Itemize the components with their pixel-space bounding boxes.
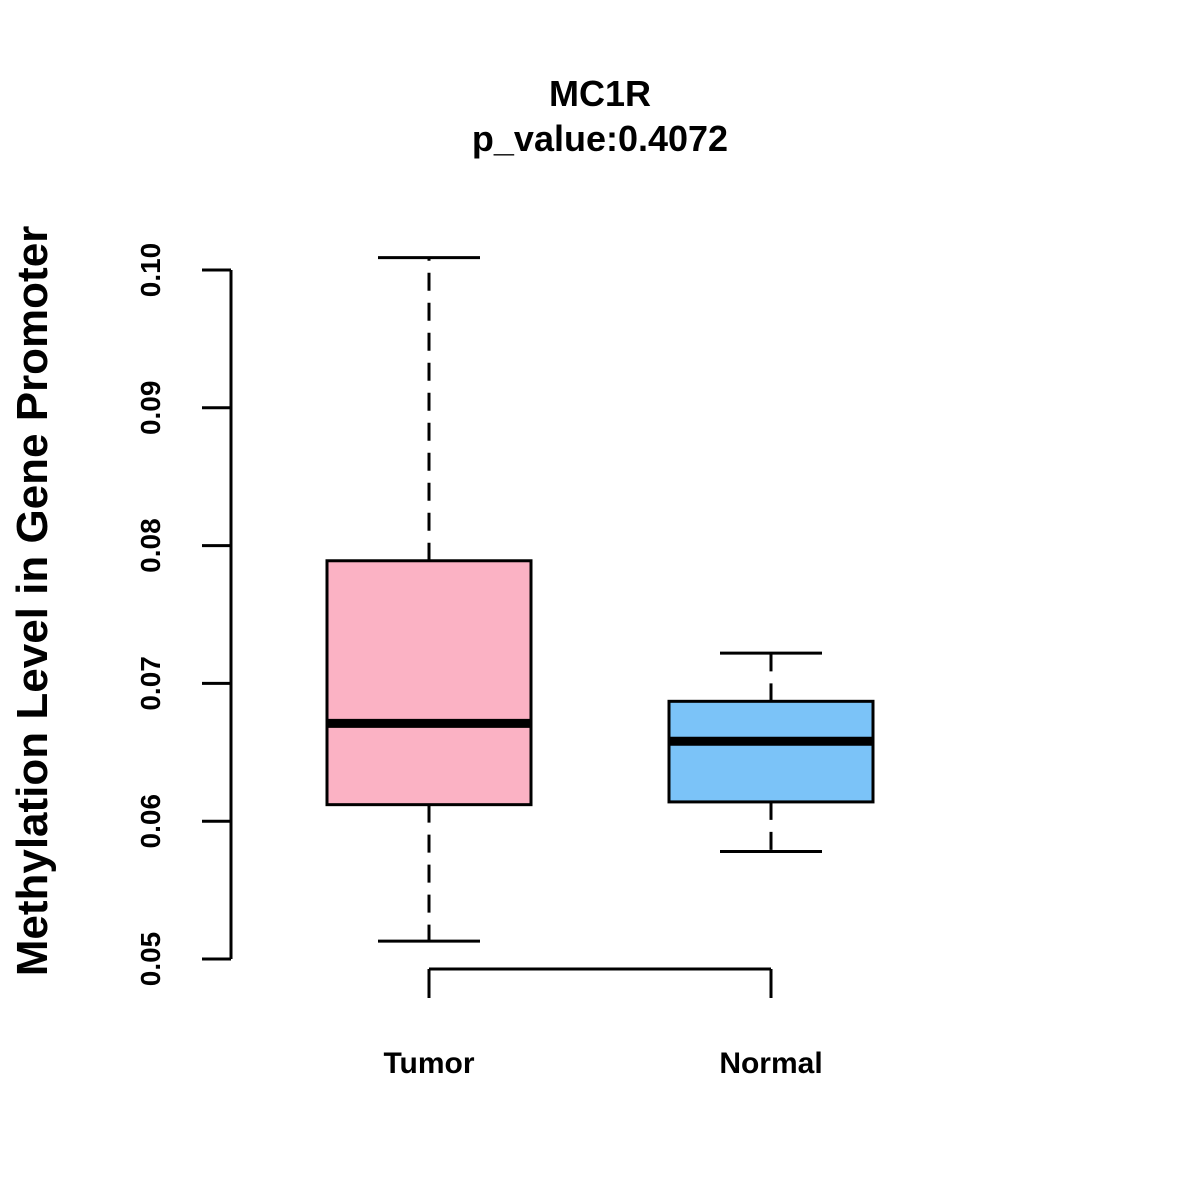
box-group-tumor bbox=[325, 256, 533, 943]
y-axis: 0.05 0.06 0.07 0.08 0.09 0.10 bbox=[135, 243, 233, 987]
y-tick-label: 0.07 bbox=[135, 656, 166, 711]
x-axis: Tumor Normal bbox=[383, 967, 823, 1080]
y-tick-label: 0.06 bbox=[135, 794, 166, 849]
y-tick-label: 0.08 bbox=[135, 518, 166, 573]
chart-subtitle: p_value:0.4072 bbox=[472, 118, 728, 159]
y-tick-label: 0.10 bbox=[135, 243, 166, 298]
chart-title: MC1R bbox=[549, 73, 651, 114]
x-tick-label: Tumor bbox=[383, 1047, 474, 1080]
y-axis-label: Methylation Level in Gene Promoter bbox=[8, 226, 57, 977]
y-tick-label: 0.05 bbox=[135, 932, 166, 987]
x-tick-label: Normal bbox=[719, 1047, 822, 1080]
iqr-box bbox=[667, 699, 875, 804]
iqr-box bbox=[325, 559, 533, 807]
y-tick-label: 0.09 bbox=[135, 381, 166, 436]
box-groups bbox=[325, 256, 875, 943]
box-group-normal bbox=[667, 651, 875, 854]
